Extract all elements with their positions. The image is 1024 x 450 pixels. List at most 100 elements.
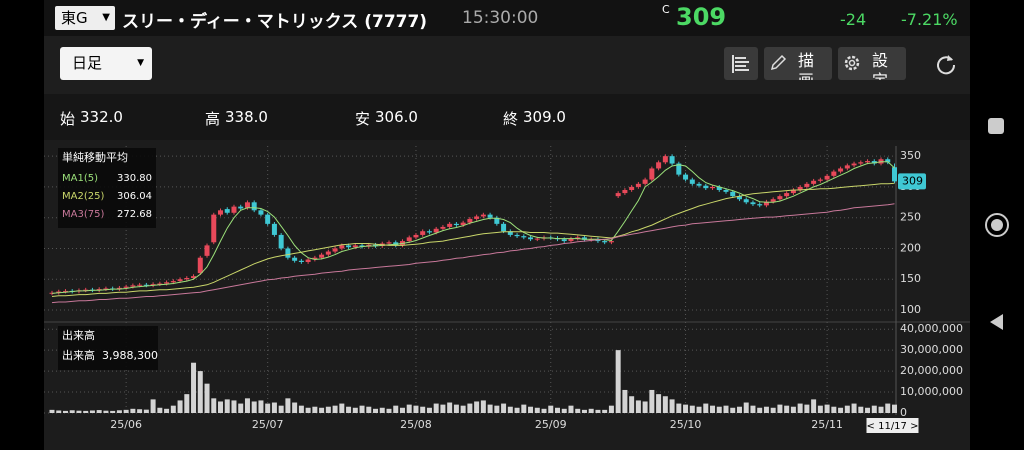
x-tick-label: 25/08 — [400, 418, 432, 431]
period-select[interactable]: 日足 ▼ — [60, 47, 152, 80]
candle-body — [352, 245, 358, 248]
candle-body — [676, 163, 682, 175]
volume-bar — [123, 409, 129, 413]
candle-body — [177, 279, 183, 282]
dropdown-arrow: ▼ — [137, 58, 144, 68]
candle-body — [103, 288, 109, 290]
volume-bar — [723, 405, 729, 413]
legend-name: MA3(75) — [62, 209, 104, 220]
header-bar: 東G ▼ スリー・ディー・マトリックス (7777) 15:30:00 C 309… — [44, 0, 970, 36]
volume-bar — [730, 407, 736, 413]
volume-bar — [811, 399, 817, 413]
y-tick-label: 30,000,000 — [900, 343, 963, 356]
candle-body — [56, 291, 62, 293]
volume-bar — [770, 407, 776, 413]
pencil-icon — [770, 54, 787, 71]
list-button[interactable] — [724, 47, 758, 80]
volume-bar — [204, 383, 210, 413]
candle-body — [514, 234, 520, 237]
volume-bar — [433, 403, 439, 413]
volume-bar — [325, 406, 331, 413]
volume-bar — [662, 396, 668, 413]
candle-body — [420, 231, 426, 235]
ohlc-label: 高 — [205, 110, 221, 128]
legend-value: 330.80 — [117, 173, 152, 184]
candle-body — [487, 214, 493, 218]
candle-body — [629, 186, 635, 190]
volume-bar — [69, 410, 75, 413]
volume-bar — [581, 409, 587, 413]
y-tick-label: 40,000,000 — [900, 322, 963, 335]
candle-body — [777, 196, 783, 200]
volume-bar — [885, 403, 891, 413]
candle-body — [447, 223, 453, 227]
volume-bar — [669, 399, 675, 413]
volume-bar — [588, 408, 594, 413]
home-button[interactable] — [984, 212, 1010, 238]
volume-bar — [858, 406, 864, 413]
ohlc-row: 始 332.0 高 338.0 安 306.0 終 309.0 — [44, 94, 970, 140]
volume-bar — [642, 401, 648, 413]
volume-bar — [426, 407, 432, 413]
volume-bar — [96, 410, 102, 413]
volume-bar — [386, 408, 392, 413]
candle-body — [784, 193, 790, 197]
candle-body — [750, 202, 756, 205]
volume-bar — [507, 406, 513, 413]
volume-bar — [56, 410, 62, 413]
legend-box — [58, 326, 158, 370]
candle-body — [696, 183, 702, 186]
volume-bar — [251, 401, 257, 413]
candle-body — [298, 260, 304, 262]
exchange-select[interactable]: 東G ▼ — [55, 6, 115, 30]
candle-body — [426, 231, 432, 233]
refresh-button[interactable] — [934, 52, 958, 76]
back-button[interactable] — [987, 312, 1007, 332]
volume-bar — [211, 398, 217, 413]
list-icon — [732, 55, 749, 73]
y-tick-label: 20,000,000 — [900, 364, 963, 377]
settings-label: 設定 — [872, 51, 889, 80]
candle-body — [575, 237, 581, 239]
candle-body — [312, 257, 318, 260]
candle-body — [460, 222, 466, 226]
volume-bar — [494, 405, 500, 413]
volume-bar — [703, 403, 709, 413]
volume-bar — [413, 405, 419, 413]
volume-bar — [865, 407, 871, 413]
ma-line — [51, 161, 895, 294]
volume-bar — [629, 396, 635, 413]
candle-body — [184, 278, 190, 280]
draw-button[interactable]: 描画 — [764, 47, 832, 80]
volume-bar — [298, 405, 304, 413]
candle-body — [265, 214, 271, 224]
candle-body — [662, 156, 668, 163]
candle-body — [588, 239, 594, 241]
volume-bar — [244, 398, 250, 413]
volume-bar — [130, 408, 136, 413]
legend-name: MA1(5) — [62, 173, 98, 184]
candle-body — [325, 251, 331, 255]
cursor-label: < 11/17 > — [867, 421, 919, 432]
candle-body — [561, 239, 567, 242]
candle-body — [204, 245, 210, 256]
candle-body — [865, 161, 871, 163]
candle-body — [730, 191, 736, 197]
volume-bar — [838, 407, 844, 413]
volume-bar — [844, 405, 850, 413]
settings-button[interactable]: 設定 — [838, 47, 906, 80]
recent-apps-button[interactable] — [988, 118, 1004, 134]
volume-bar — [608, 405, 614, 413]
candle-body — [346, 245, 352, 248]
volume-bar — [534, 407, 540, 413]
x-tick-label: 25/09 — [535, 418, 567, 431]
volume-bar — [89, 410, 95, 413]
candle-body — [292, 257, 298, 261]
candle-body — [480, 214, 486, 217]
candle-body — [96, 289, 102, 291]
candle-body — [811, 180, 817, 184]
ma-line — [51, 203, 895, 304]
candle-body — [683, 174, 689, 180]
candle-body — [231, 206, 237, 213]
volume-bar — [359, 405, 365, 413]
